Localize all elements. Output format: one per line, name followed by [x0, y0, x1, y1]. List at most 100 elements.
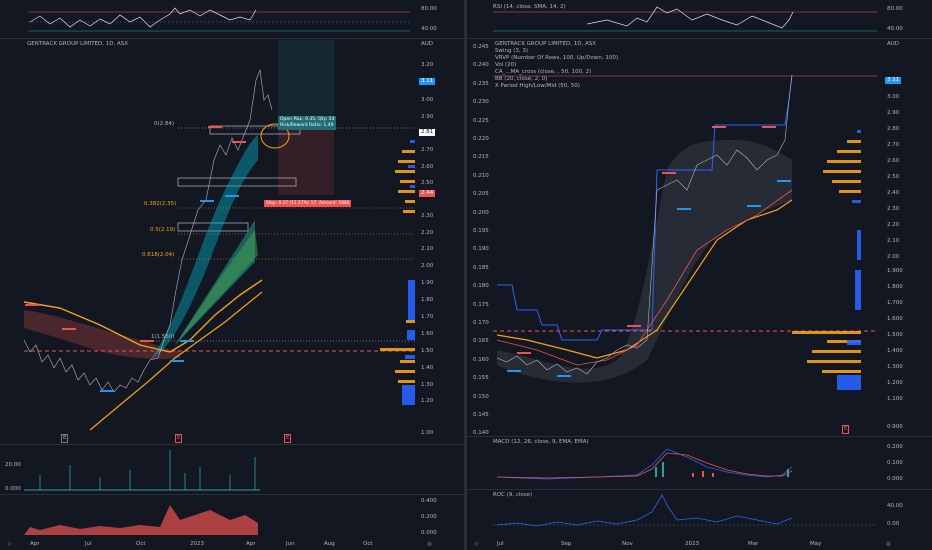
- left-price-tick: 1.40: [421, 365, 434, 371]
- indicator-bb[interactable]: BB (20, close, 2, 0): [495, 76, 548, 82]
- right-left-tick: 0.140: [473, 430, 489, 436]
- right-settings-gear-icon[interactable]: ⚙: [885, 541, 892, 548]
- left-chart-panel[interactable]: 80.00 40.00 GENTRACK GROUP LIMITED, 1D, …: [0, 0, 464, 550]
- left-lower-axis-04: 0.400: [421, 498, 437, 504]
- earnings-badge[interactable]: E: [175, 434, 183, 443]
- right-rsi-divider[interactable]: [467, 38, 932, 39]
- left-rsi-line: [28, 7, 410, 32]
- right-price-tick: 3.00: [887, 94, 900, 100]
- left-price-tick: 1.50: [421, 348, 434, 354]
- right-chart-panel[interactable]: RSI (14, close, SMA, 14, 2) 80.00 40.00 …: [467, 0, 932, 550]
- right-left-tick: 0.235: [473, 81, 489, 87]
- fib-level-382: 0.382(2.35): [144, 201, 177, 207]
- indicator-xperiod[interactable]: X Period High/Low/Mid (50, 50): [495, 83, 580, 89]
- right-roc-chart: [493, 494, 877, 527]
- left-rsi-divider[interactable]: [0, 38, 464, 39]
- left-price-tick: 1.80: [421, 297, 434, 303]
- right-time-axis[interactable]: Jul Sep Nov 2023 Mar May: [467, 540, 932, 550]
- earnings-badge[interactable]: E: [61, 434, 69, 443]
- stop-info-box[interactable]: Stop: 0.37 (11.17%) 17, Amount: 1880: [264, 200, 352, 207]
- right-current-price-tag: 3.11: [885, 77, 902, 84]
- left-time-tick: 2023: [190, 541, 204, 547]
- right-price-tick: 1.500: [887, 332, 903, 338]
- left-lower-histogram: [24, 505, 258, 535]
- settings-gear-icon[interactable]: ⚙: [426, 541, 433, 548]
- right-left-tick: 0.170: [473, 320, 489, 326]
- right-time-tick: Mar: [748, 541, 759, 547]
- right-price-tick: 2.90: [887, 110, 900, 116]
- right-price-tick: 2.10: [887, 238, 900, 244]
- panel-divider[interactable]: [464, 0, 467, 550]
- right-price-tick: 2.20: [887, 222, 900, 228]
- fib-level-618: 0.618(2.04): [142, 252, 175, 258]
- indicator-vrvp[interactable]: VRVP (Number Of Rows, 100, Up/Down, 100): [495, 55, 619, 61]
- right-left-tick: 0.165: [473, 338, 489, 344]
- left-price-tick: 3.00: [421, 97, 434, 103]
- right-left-axis[interactable]: 0.245 0.240 0.235 0.230 0.225 0.220 0.21…: [467, 44, 491, 436]
- right-rsi-title[interactable]: RSI (14, close, SMA, 14, 2): [493, 4, 566, 10]
- earnings-badge[interactable]: E: [284, 434, 292, 443]
- left-rsi-axis-40: 40.00: [421, 26, 437, 32]
- right-earnings-badge[interactable]: E: [842, 425, 850, 434]
- left-time-tick: Oct: [363, 541, 373, 547]
- fib-level-5: 0.5(2.19): [150, 227, 176, 233]
- right-macd-divider[interactable]: [467, 436, 932, 437]
- right-left-tick: 0.225: [473, 118, 489, 124]
- left-vol-axis-20: 20.00: [5, 462, 21, 468]
- right-price-tick: 1.800: [887, 284, 903, 290]
- left-price-tick: 1.20: [421, 398, 434, 404]
- left-volume-divider[interactable]: [0, 444, 464, 445]
- left-tag-281: 2.81: [419, 129, 436, 136]
- left-time-axis[interactable]: Apr Jul Oct 2023 Apr Jun Aug Oct: [0, 540, 464, 550]
- left-price-axis[interactable]: 3.20 3.00 2.90 2.70 2.60 2.50 2.30 2.20 …: [416, 50, 464, 440]
- left-price-tick: 1.60: [421, 331, 434, 337]
- indicator-vol[interactable]: Vol (20): [495, 62, 517, 68]
- left-tag-244: 2.44: [419, 190, 436, 197]
- left-volume-bars: [24, 450, 260, 491]
- left-current-price-tag: 3.11: [419, 78, 436, 85]
- right-price-tick: 1.300: [887, 364, 903, 370]
- left-lower-divider[interactable]: [0, 494, 464, 495]
- right-roc-divider[interactable]: [467, 489, 932, 490]
- right-main-chart: [493, 74, 877, 390]
- right-price-tick: 2.70: [887, 142, 900, 148]
- left-price-tick: 1.70: [421, 314, 434, 320]
- right-time-tick: May: [810, 541, 822, 547]
- left-price-tick: 2.30: [421, 213, 434, 219]
- right-macd-axis-01: 0.100: [887, 460, 903, 466]
- right-timezone-icon[interactable]: ☼: [473, 541, 480, 548]
- timezone-icon[interactable]: ☼: [6, 541, 13, 548]
- right-time-tick: Jul: [497, 541, 504, 547]
- right-price-tick: 1.200: [887, 380, 903, 386]
- fib-level-1: 1(1.550): [151, 334, 175, 340]
- roc-title[interactable]: ROC (9, close): [493, 492, 533, 498]
- right-left-tick: 0.220: [473, 136, 489, 142]
- right-price-tick: 2.30: [887, 206, 900, 212]
- indicator-swing[interactable]: Swing (3, 3): [495, 48, 529, 54]
- left-chart-title: GENTRACK GROUP LIMITED, 1D, ASX: [27, 41, 129, 47]
- right-left-tick: 0.200: [473, 210, 489, 216]
- left-price-tick: 2.00: [421, 263, 434, 269]
- position-info-box[interactable]: Open P&L: 0.35, Qty: 54 Risk/Reward Rati…: [278, 116, 337, 130]
- right-currency-label: AUD: [887, 41, 900, 47]
- right-left-tick: 0.155: [473, 375, 489, 381]
- right-price-axis[interactable]: 3.00 2.90 2.80 2.70 2.60 2.50 2.40 2.30 …: [882, 90, 932, 440]
- macd-title[interactable]: MACD (12, 26, close, 9, EMA, EMA): [493, 439, 589, 445]
- indicator-legend[interactable]: Swing (3, 3) VRVP (Number Of Rows, 100, …: [495, 48, 618, 90]
- left-time-tick: Apr: [246, 541, 256, 547]
- right-rsi-axis-80: 80.00: [887, 6, 903, 12]
- left-price-tick: 2.60: [421, 164, 434, 170]
- right-left-tick: 0.175: [473, 302, 489, 308]
- right-left-tick: 0.145: [473, 412, 489, 418]
- right-left-tick: 0.245: [473, 44, 489, 50]
- right-left-tick: 0.190: [473, 246, 489, 252]
- right-price-tick: 1.400: [887, 348, 903, 354]
- right-price-tick: 1.700: [887, 300, 903, 306]
- right-price-tick: 2.50: [887, 174, 900, 180]
- right-roc-axis-0: 0.00: [887, 521, 900, 527]
- left-price-tick: 2.70: [421, 147, 434, 153]
- right-price-tick: 2.60: [887, 158, 900, 164]
- right-price-tick: 0.900: [887, 424, 903, 430]
- indicator-ma-cross[interactable]: CA_...MA_cross (close, , 50, 100, 2): [495, 69, 592, 75]
- right-left-tick: 0.150: [473, 394, 489, 400]
